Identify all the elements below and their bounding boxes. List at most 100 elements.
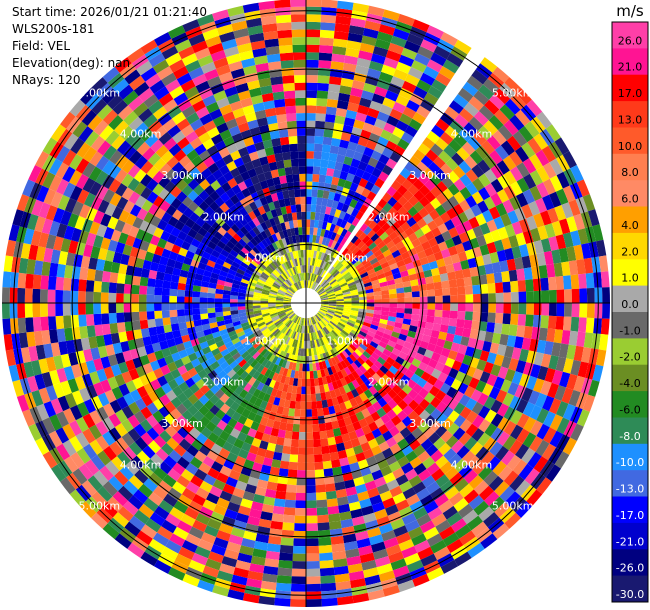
range-gate <box>133 182 147 196</box>
range-gate <box>457 211 469 224</box>
range-gate <box>235 405 246 415</box>
range-gate <box>430 487 445 501</box>
range-gate <box>382 164 393 176</box>
range-gate <box>366 292 374 297</box>
range-gate <box>317 312 324 319</box>
range-gate <box>112 78 129 94</box>
range-gate <box>298 227 303 235</box>
range-gate <box>441 230 452 242</box>
range-gate <box>284 360 291 370</box>
range-gate <box>386 379 397 389</box>
range-gate <box>328 277 336 284</box>
range-gate <box>343 307 352 311</box>
range-gate <box>573 213 585 231</box>
range-gate <box>234 376 244 386</box>
range-gate <box>439 382 451 395</box>
range-gate <box>320 228 326 237</box>
range-gate <box>433 546 451 561</box>
range-gate <box>376 240 386 250</box>
range-gate <box>239 50 254 61</box>
range-gate <box>357 265 366 273</box>
range-gate <box>195 487 210 500</box>
range-gate <box>478 485 495 501</box>
range-gate <box>445 435 459 449</box>
range-gate <box>244 112 257 123</box>
range-gate <box>134 122 149 137</box>
range-gate <box>213 262 223 271</box>
range-gate <box>392 384 402 395</box>
range-gate <box>146 286 155 295</box>
range-gate <box>188 559 206 573</box>
range-gate <box>339 425 349 436</box>
range-gate <box>365 139 378 151</box>
range-gate <box>457 503 474 519</box>
range-gate <box>548 289 557 303</box>
range-gate <box>495 303 504 314</box>
range-gate <box>153 435 167 449</box>
range-gate <box>398 539 415 552</box>
range-gate <box>248 385 257 396</box>
range-gate <box>335 293 344 297</box>
range-gate <box>287 337 293 346</box>
range-gate <box>454 326 464 337</box>
range-gate <box>227 177 238 189</box>
range-gate <box>277 429 286 439</box>
range-gate <box>342 291 351 296</box>
range-gate <box>204 389 215 400</box>
range-gate <box>435 72 451 87</box>
range-gate <box>118 263 128 275</box>
range-gate <box>333 315 341 321</box>
range-gate <box>265 342 273 351</box>
colorbar-tick-label: -30.0 <box>616 588 644 601</box>
range-gate <box>101 88 118 105</box>
range-gate <box>533 352 544 366</box>
range-gate <box>263 565 279 576</box>
range-gate <box>547 382 559 399</box>
range-gate <box>231 20 248 32</box>
range-gate <box>260 305 269 308</box>
range-gate <box>286 310 294 316</box>
range-gate <box>152 59 170 74</box>
range-gate <box>365 347 374 356</box>
range-gate <box>253 414 263 424</box>
range-gate <box>217 274 227 282</box>
range-gate <box>430 143 444 157</box>
range-gate <box>263 170 273 181</box>
range-gate <box>215 340 225 348</box>
range-gate <box>510 280 519 293</box>
range-gate <box>245 232 254 241</box>
range-gate <box>416 105 431 119</box>
range-gate <box>180 371 192 382</box>
range-gate <box>283 304 291 307</box>
range-gate <box>306 454 315 463</box>
range-gate <box>496 431 510 446</box>
range-gate <box>509 475 525 492</box>
range-gate <box>275 389 283 399</box>
range-gate <box>171 432 184 445</box>
range-gate <box>216 279 226 286</box>
range-gate <box>364 181 375 192</box>
range-gate <box>128 191 141 205</box>
elevation-text: Elevation(deg): nan <box>12 56 131 70</box>
range-gate <box>288 330 294 338</box>
range-gate <box>306 401 312 410</box>
range-gate <box>441 394 453 406</box>
range-gate <box>222 261 232 269</box>
range-gate <box>297 348 302 356</box>
range-gate <box>256 117 269 127</box>
range-gate <box>518 348 529 362</box>
range-gate <box>439 461 454 475</box>
range-gate <box>267 276 276 283</box>
range-gate <box>188 244 198 254</box>
range-gate <box>168 143 182 157</box>
range-gate <box>279 544 294 554</box>
range-gate <box>177 99 192 112</box>
range-gate <box>185 314 194 322</box>
range-gate <box>209 404 220 416</box>
range-gate <box>332 270 340 278</box>
range-gate <box>167 379 179 390</box>
range-gate <box>207 303 215 309</box>
range-gate <box>512 130 528 147</box>
range-gate <box>63 182 76 198</box>
range-gate <box>306 158 314 167</box>
